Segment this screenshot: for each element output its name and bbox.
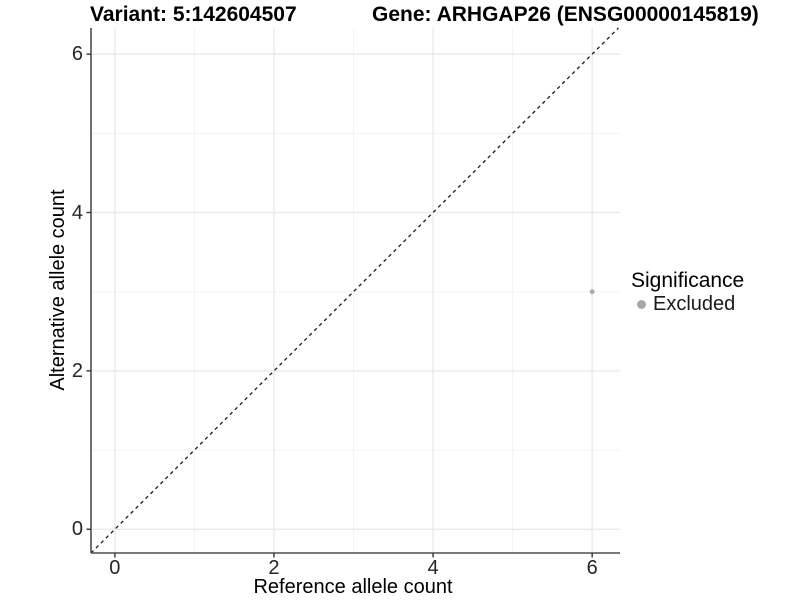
legend-title: Significance xyxy=(631,269,745,292)
legend: Significance Excluded xyxy=(631,269,745,314)
y-axis-title: Alternative allele count xyxy=(47,189,69,391)
legend-item-excluded: Excluded xyxy=(631,294,744,314)
y-tick-label: 0 xyxy=(71,518,83,541)
variant-title: Variant: 5:142604507 xyxy=(90,3,297,26)
x-tick-label: 0 xyxy=(109,557,121,579)
x-tick-label: 2 xyxy=(268,557,280,579)
legend-item-label: Excluded xyxy=(653,293,736,315)
legend-point-swatch-icon xyxy=(637,299,646,309)
x-tick-label: 6 xyxy=(586,557,598,579)
x-tick-label: 4 xyxy=(427,557,439,579)
data-point xyxy=(589,289,595,295)
gene-title: Gene: ARHGAP26 (ENSG00000145819) xyxy=(372,3,759,26)
y-tick-label: 6 xyxy=(71,43,83,66)
x-axis-title: Reference allele count xyxy=(253,576,453,598)
identity-dashed-line xyxy=(90,27,619,554)
y-tick-label: 2 xyxy=(71,359,83,382)
y-tick-label: 4 xyxy=(71,201,83,224)
